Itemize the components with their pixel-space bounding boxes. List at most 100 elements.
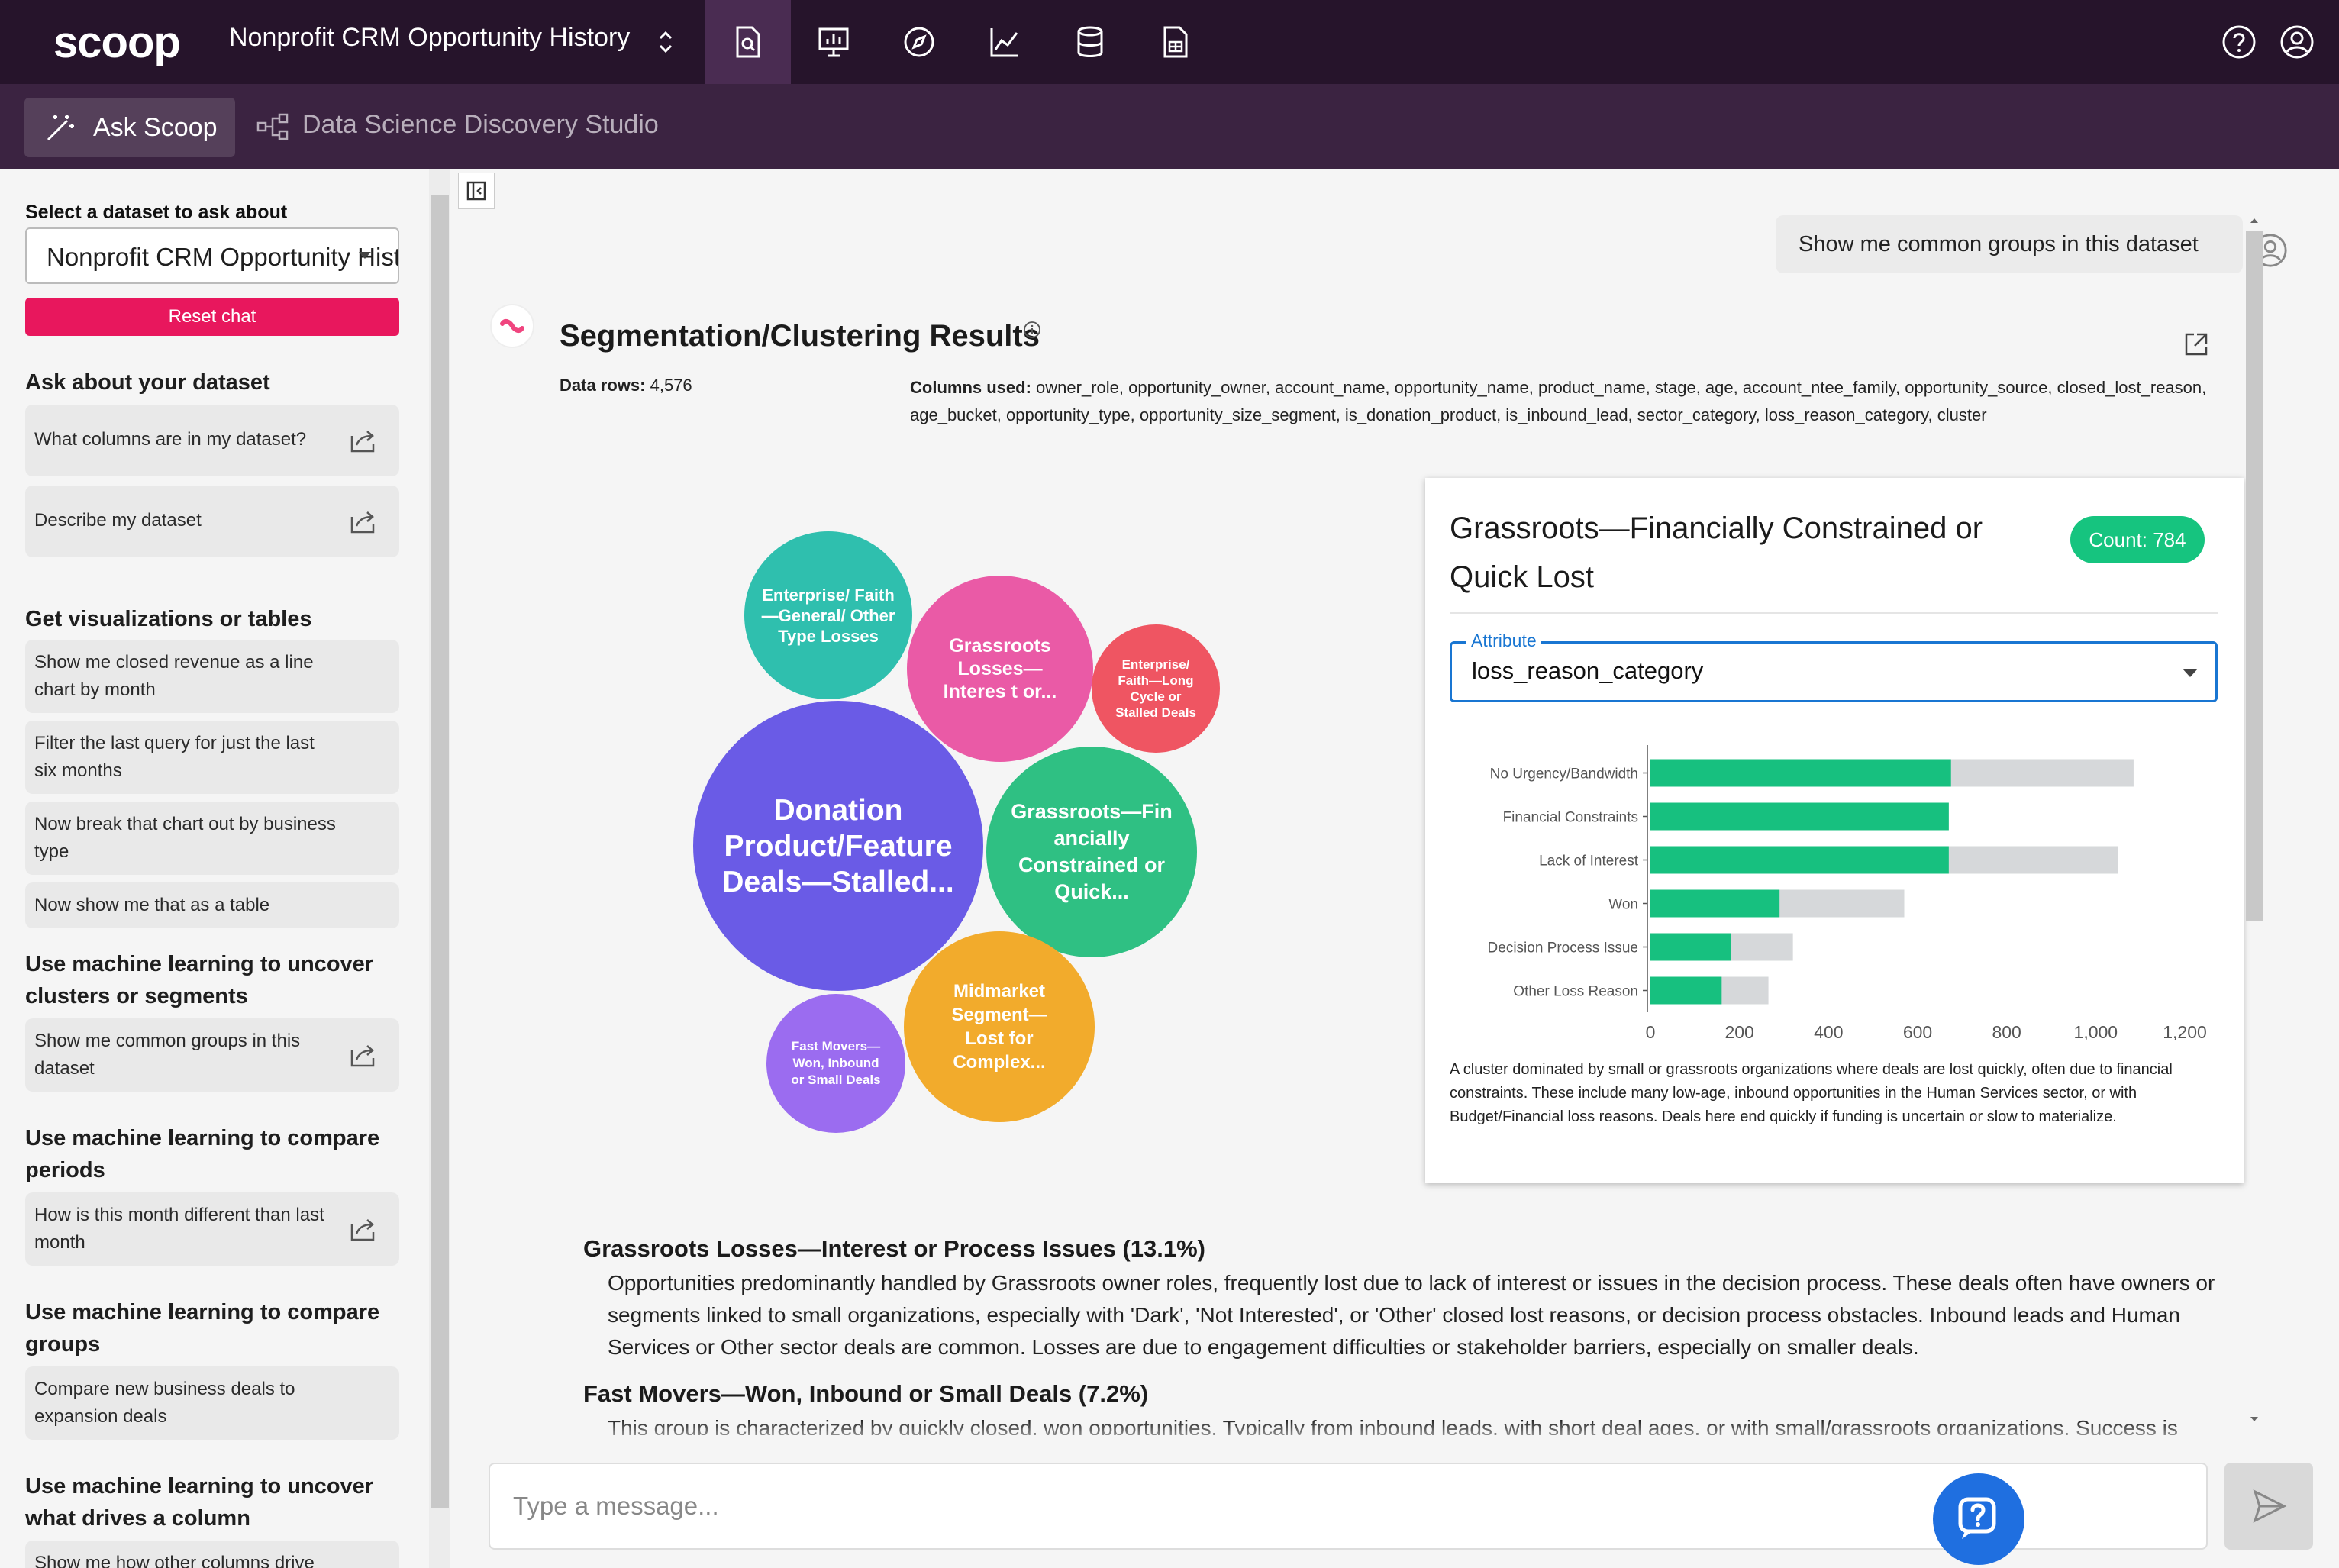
suggestion-card[interactable]: What columns are in my dataset? bbox=[25, 405, 399, 476]
cluster-bar bbox=[1650, 976, 1722, 1005]
suggestion-card[interactable]: Filter the last query for just the last … bbox=[25, 721, 399, 794]
x-tick-label: 1,000 bbox=[2074, 1022, 2118, 1042]
ask-scoop-button[interactable]: Ask Scoop bbox=[24, 98, 235, 157]
suggestion-card[interactable]: Now show me that as a table bbox=[25, 882, 399, 928]
dataset-search-icon[interactable] bbox=[705, 0, 791, 84]
cluster-bubble-chart: Enterprise/ Faith—General/ Other Type Lo… bbox=[672, 519, 1252, 1145]
columns-used: Columns used: owner_role, opportunity_ow… bbox=[910, 374, 2223, 429]
chat-question-icon bbox=[1958, 1497, 1996, 1539]
line-chart-icon[interactable] bbox=[962, 0, 1047, 84]
suggestion-card[interactable]: Show me common groups in this dataset bbox=[25, 1018, 399, 1092]
data-rows-value: 4,576 bbox=[650, 376, 692, 395]
cluster-bar bbox=[1650, 889, 1780, 918]
compass-icon[interactable] bbox=[876, 0, 962, 84]
data-rows: Data rows: 4,576 bbox=[560, 376, 692, 395]
cluster-section-body: Opportunities predominantly handled by G… bbox=[608, 1271, 2215, 1359]
message-input[interactable]: Type a message... bbox=[489, 1463, 2208, 1550]
cluster-bubble[interactable]: Enterprise/ Faith—General/ Other Type Lo… bbox=[744, 531, 912, 699]
suggestion-card[interactable]: How is this month different than last mo… bbox=[25, 1192, 399, 1266]
category-label: Lack of Interest bbox=[1539, 853, 1639, 869]
database-icon[interactable] bbox=[1047, 0, 1133, 84]
send-icon bbox=[2253, 1489, 2287, 1523]
chat-scroll-thumb[interactable] bbox=[2246, 231, 2263, 921]
cluster-section-heading: Grassroots Losses—Interest or Process Is… bbox=[583, 1235, 1205, 1262]
data-science-studio-tab[interactable]: Data Science Discovery Studio bbox=[256, 110, 659, 140]
suggestion-text: Show me common groups in this dataset bbox=[34, 1031, 301, 1079]
suggestion-card[interactable]: Show me closed revenue as a line chart b… bbox=[25, 640, 399, 713]
ask-scoop-label: Ask Scoop bbox=[93, 112, 218, 142]
suggestion-text: How is this month different than last mo… bbox=[34, 1205, 324, 1253]
chevron-down-icon[interactable] bbox=[359, 252, 371, 259]
flow-icon bbox=[256, 113, 289, 140]
cluster-bubble[interactable]: Grassroots—Fin ancially Constrained or Q… bbox=[986, 747, 1197, 957]
section-title: Use machine learning to uncover clusters… bbox=[25, 952, 374, 1008]
support-chat-button[interactable] bbox=[1933, 1473, 2024, 1565]
chat-scrollbar[interactable] bbox=[2244, 215, 2264, 1429]
scoop-logo-icon bbox=[500, 319, 524, 333]
category-label: Decision Process Issue bbox=[1488, 940, 1638, 957]
columns-used-value: owner_role, opportunity_owner, account_n… bbox=[910, 378, 2207, 424]
account-icon[interactable] bbox=[2278, 23, 2316, 61]
info-icon[interactable] bbox=[1023, 321, 1041, 339]
category-label: Financial Constraints bbox=[1503, 810, 1638, 826]
app-title[interactable]: Nonprofit CRM Opportunity History bbox=[229, 23, 631, 52]
cluster-bar bbox=[1650, 802, 1949, 831]
x-tick-label: 400 bbox=[1814, 1022, 1843, 1042]
x-tick-label: 1,200 bbox=[2163, 1022, 2207, 1042]
report-icon[interactable] bbox=[1133, 0, 1218, 84]
dataset-select-label: Select a dataset to ask about bbox=[25, 202, 288, 223]
category-label: Won bbox=[1608, 897, 1638, 913]
cluster-bubble[interactable]: Enterprise/ Faith—Long Cycle or Stalled … bbox=[1092, 624, 1220, 753]
unfold-icon[interactable] bbox=[657, 23, 675, 61]
suggestion-card[interactable]: Show me how other columns drive deal bbox=[25, 1541, 399, 1568]
attribute-bar-chart: No Urgency/Bandwidth Financial Constraint… bbox=[1488, 745, 2207, 1042]
x-tick-label: 0 bbox=[1646, 1022, 1656, 1042]
share-arrow-icon[interactable] bbox=[349, 427, 376, 454]
attribute-select[interactable]: loss_reason_category bbox=[1450, 641, 2218, 702]
dataset-select[interactable]: Nonprofit CRM Opportunity History bbox=[25, 227, 399, 284]
cluster-bar bbox=[1650, 846, 1949, 874]
scoop-logo[interactable]: scoop bbox=[53, 18, 181, 67]
section-title: Use machine learning to uncover what dri… bbox=[25, 1474, 374, 1531]
collapse-icon bbox=[466, 181, 486, 201]
suggestion-card[interactable]: Now break that chart out by business typ… bbox=[25, 802, 399, 875]
suggestion-card[interactable]: Describe my dataset bbox=[25, 486, 399, 557]
cluster-detail-card: Grassroots—Financially Constrained or Qu… bbox=[1425, 478, 2244, 1183]
cluster-section-heading: Fast Movers—Won, Inbound or Small Deals … bbox=[583, 1380, 1149, 1407]
suggestion-text: Describe my dataset bbox=[34, 510, 202, 531]
presentation-icon[interactable] bbox=[791, 0, 876, 84]
suggestion-card[interactable]: Compare new business deals to expansion … bbox=[25, 1366, 399, 1440]
x-tick-label: 200 bbox=[1724, 1022, 1753, 1042]
chevron-down-icon[interactable] bbox=[2183, 669, 2198, 677]
collapse-sidebar-button[interactable] bbox=[458, 173, 495, 209]
attribute-label: Attribute bbox=[1466, 631, 1541, 651]
reset-chat-button[interactable]: Reset chat bbox=[25, 298, 399, 336]
help-icon[interactable] bbox=[2220, 23, 2258, 61]
open-external-icon[interactable] bbox=[2183, 331, 2209, 357]
send-button[interactable] bbox=[2224, 1463, 2313, 1550]
cluster-detail-title: Grassroots—Financially Constrained or Qu… bbox=[1450, 511, 1983, 594]
cluster-bubble[interactable]: Grassroots Losses—Interes t or... bbox=[907, 576, 1093, 762]
x-tick-label: 600 bbox=[1903, 1022, 1932, 1042]
share-arrow-icon[interactable] bbox=[349, 508, 376, 535]
sub-bar: Ask Scoop Data Science Discovery Studio bbox=[0, 84, 2339, 169]
sidebar-scroll-thumb[interactable] bbox=[431, 195, 449, 1508]
share-arrow-icon[interactable] bbox=[349, 1041, 376, 1069]
count-badge: Count: 784 bbox=[2070, 516, 2205, 563]
cluster-bubble[interactable]: Fast Movers—Won, Inbound or Small Deals bbox=[766, 994, 905, 1133]
scroll-fade bbox=[489, 1420, 2244, 1450]
cluster-bar bbox=[1650, 933, 1731, 961]
share-arrow-icon[interactable] bbox=[349, 1215, 376, 1243]
cluster-bar bbox=[1650, 759, 1951, 787]
studio-label: Data Science Discovery Studio bbox=[302, 110, 659, 139]
divider bbox=[1450, 612, 2218, 614]
cluster-bubble[interactable]: Midmarket Segment—Lost for Complex... bbox=[904, 931, 1095, 1122]
user-message: Show me common groups in this dataset bbox=[1776, 215, 2243, 273]
data-rows-label: Data rows: bbox=[560, 376, 646, 395]
sidebar: Select a dataset to ask about Nonprofit … bbox=[0, 169, 427, 1568]
scoop-bot-avatar bbox=[490, 304, 534, 348]
section-title: Get visualizations or tables bbox=[25, 607, 312, 631]
cluster-bubble[interactable]: Donation Product/Feature Deals—Stalled..… bbox=[693, 701, 983, 991]
category-label: No Urgency/Bandwidth bbox=[1490, 766, 1638, 782]
section-title: Ask about your dataset bbox=[25, 370, 270, 395]
